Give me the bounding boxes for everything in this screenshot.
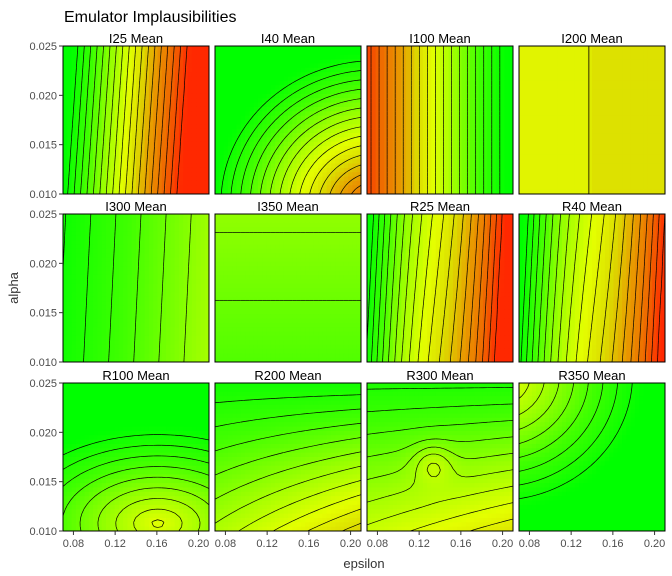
panel-title-2: I100 Mean [409, 31, 470, 46]
contour-lines-7 [520, 214, 665, 362]
panel-border-7 [518, 213, 666, 363]
contour-lines-4 [63, 214, 192, 362]
y-tick-label-1-1: 0.015 [29, 308, 57, 320]
panel-title-0: I25 Mean [109, 31, 163, 46]
x-axis-label: epsilon [343, 556, 384, 571]
contour-lines-5 [215, 232, 361, 301]
panel-title-7: R40 Mean [562, 199, 622, 214]
y-tick-label-1-3: 0.025 [29, 209, 57, 221]
y-axis-label: alpha [6, 271, 21, 304]
y-tick-label-2-1: 0.015 [29, 477, 57, 489]
panel-4: I300 Mean [62, 199, 210, 363]
y-tick-label-0-0: 0.010 [29, 189, 57, 201]
panel-title-1: I40 Mean [261, 31, 315, 46]
y-tick-label-2-3: 0.025 [29, 378, 57, 390]
panel-border-4 [62, 213, 210, 363]
panel-fill-4 [63, 214, 209, 362]
panel-fill-3 [519, 46, 665, 194]
chart-title: Emulator Implausibilities [64, 9, 237, 26]
panel-fill-6 [367, 214, 513, 362]
y-tick-label-0-3: 0.025 [29, 41, 57, 53]
x-tick-label-3-2: 0.16 [602, 538, 623, 550]
x-tick-label-0-2: 0.16 [146, 538, 167, 550]
panel-title-11: R350 Mean [558, 368, 625, 383]
panel-6: R25 Mean [366, 199, 514, 363]
panel-border-2 [366, 45, 514, 195]
contour-lines-0 [67, 46, 188, 194]
panel-11: R350 Mean [518, 368, 666, 532]
x-tick-label-3-1: 0.12 [560, 538, 581, 550]
panel-fill-8 [63, 383, 209, 531]
panel-border-3 [518, 45, 666, 195]
panel-border-6 [366, 213, 514, 363]
contour-lines-2 [370, 46, 501, 194]
panel-9: R200 Mean [214, 368, 362, 532]
panel-title-5: I350 Mean [257, 199, 318, 214]
panel-fill-0 [63, 46, 209, 194]
panel-3: I200 Mean [518, 31, 666, 195]
contour-lines-10 [367, 387, 513, 531]
x-tick-label-2-2: 0.16 [450, 538, 471, 550]
y-tick-label-2-0: 0.010 [29, 526, 57, 538]
panel-fill-9 [215, 383, 361, 531]
panel-1: I40 Mean [214, 31, 362, 195]
x-tick-label-2-3: 0.20 [492, 538, 513, 550]
y-tick-label-1-2: 0.020 [29, 258, 57, 270]
panel-title-4: I300 Mean [105, 199, 166, 214]
panel-title-3: I200 Mean [561, 31, 622, 46]
panel-10: R300 Mean [366, 368, 514, 532]
contour-lines-6 [367, 214, 503, 362]
contour-lines-9 [215, 394, 361, 531]
panels-layer: I25 Mean I40 Mean I100 Mean I200 Mean I300 M… [62, 31, 666, 532]
panel-fill-11 [519, 383, 665, 531]
axes-layer: 0.010 0.015 0.020 0.025 0.010 0.015 0.020 0.025… [29, 41, 665, 550]
y-tick-label-0-2: 0.020 [29, 90, 57, 102]
panel-2: I100 Mean [366, 31, 514, 195]
panel-fill-7 [519, 214, 665, 362]
panel-fill-2 [367, 46, 513, 194]
panel-5: I350 Mean [214, 199, 362, 363]
panel-title-10: R300 Mean [406, 368, 473, 383]
contour-lines-8 [63, 434, 209, 531]
panel-border-0 [62, 45, 210, 195]
panel-8: R100 Mean [62, 368, 210, 532]
y-tick-label-0-1: 0.015 [29, 140, 57, 152]
panel-border-8 [62, 382, 210, 532]
contour-lines-1 [220, 60, 361, 194]
x-tick-label-1-1: 0.12 [256, 538, 277, 550]
panel-border-11 [518, 382, 666, 532]
panel-title-8: R100 Mean [102, 368, 169, 383]
panel-title-6: R25 Mean [410, 199, 470, 214]
x-tick-label-3-0: 0.08 [519, 538, 540, 550]
y-tick-label-1-0: 0.010 [29, 357, 57, 369]
x-tick-label-0-3: 0.20 [188, 538, 209, 550]
panel-border-5 [214, 213, 362, 363]
panel-7: R40 Mean [518, 199, 666, 363]
contour-lines-11 [519, 383, 633, 500]
panel-fill-5 [215, 214, 361, 362]
panel-0: I25 Mean [62, 31, 210, 195]
panel-border-10 [366, 382, 514, 532]
x-tick-label-0-0: 0.08 [63, 538, 84, 550]
panel-fill-10 [367, 383, 513, 531]
panel-border-9 [214, 382, 362, 532]
panel-border-1 [214, 45, 362, 195]
x-tick-label-1-3: 0.20 [340, 538, 361, 550]
y-tick-label-2-2: 0.020 [29, 427, 57, 439]
panel-title-9: R200 Mean [254, 368, 321, 383]
x-tick-label-2-0: 0.08 [367, 538, 388, 550]
x-tick-label-2-1: 0.12 [408, 538, 429, 550]
x-tick-label-1-0: 0.08 [215, 538, 236, 550]
panel-fill-1 [215, 46, 361, 194]
x-tick-label-1-2: 0.16 [298, 538, 319, 550]
x-tick-label-0-1: 0.12 [104, 538, 125, 550]
x-tick-label-3-3: 0.20 [644, 538, 665, 550]
